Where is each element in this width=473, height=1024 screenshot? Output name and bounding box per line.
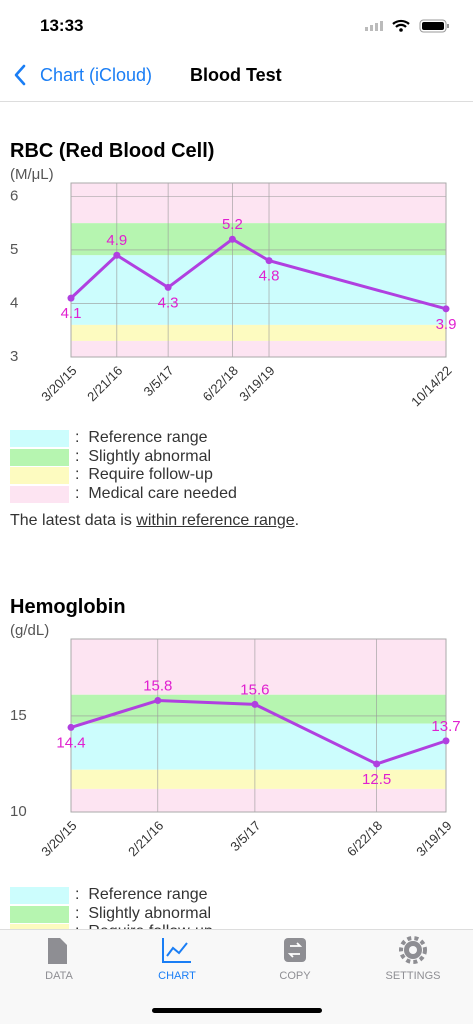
data-point	[228, 235, 236, 243]
legend-label: : Slightly abnormal	[75, 447, 212, 465]
legend-label: : Reference range	[75, 886, 208, 903]
data-point	[442, 737, 450, 745]
legend-swatch	[10, 905, 69, 923]
tab-label[interactable]: SETTINGS	[385, 970, 441, 982]
data-label: 12.5	[362, 771, 391, 788]
data-point	[373, 760, 381, 768]
legend-label: : Reference range	[75, 429, 208, 446]
data-line	[69, 237, 447, 311]
nav-divider	[0, 101, 473, 102]
status-icons	[365, 19, 449, 33]
x-tick-label: 6/22/18	[344, 818, 385, 859]
y-tick-label: 4	[10, 294, 18, 311]
y-tick-label: 6	[10, 187, 18, 204]
unit-label: (M/μL)	[10, 166, 54, 183]
data-point	[164, 283, 172, 291]
data-point	[154, 697, 162, 705]
y-tick-label: 5	[10, 241, 18, 258]
x-tick-label: 3/20/15	[38, 818, 79, 859]
data-point	[251, 700, 259, 708]
legend-swatch	[10, 430, 69, 447]
tab-label[interactable]: DATA	[45, 970, 73, 982]
range-band	[71, 255, 446, 325]
plot-border	[70, 182, 447, 358]
back-chevron[interactable]	[12, 63, 28, 87]
data-point	[67, 723, 75, 731]
range-band	[71, 769, 446, 789]
data-point	[442, 305, 450, 313]
data-label: 3.9	[436, 316, 457, 333]
note-text: The latest data is	[10, 512, 137, 529]
data-label: 5.2	[222, 216, 243, 233]
legend-swatch	[10, 887, 69, 904]
range-band	[71, 723, 446, 770]
y-tick-label: 3	[10, 348, 18, 365]
x-tick-label: 3/20/15	[38, 363, 79, 404]
range-band	[71, 324, 446, 341]
range-band	[71, 788, 446, 812]
tab-icons	[48, 936, 427, 964]
data-label: 4.9	[106, 232, 127, 249]
data-label: 15.6	[240, 681, 269, 698]
data-point	[265, 257, 273, 265]
status-note: The latest data is within reference rang…	[10, 512, 299, 530]
data-point	[113, 251, 121, 259]
y-tick-label: 10	[10, 803, 27, 820]
x-tick-label: 2/21/16	[84, 363, 125, 404]
note-link[interactable]: within reference range	[136, 512, 295, 529]
x-tick-label: 10/14/22	[408, 363, 454, 409]
legend-label: : Require follow-up	[75, 466, 213, 483]
data-label: 14.4	[56, 734, 85, 751]
tab-label[interactable]: COPY	[279, 970, 311, 982]
unit-label: (g/dL)	[10, 622, 50, 639]
legend-label: : Slightly abnormal	[75, 904, 212, 922]
x-tick-label: 2/21/16	[125, 818, 166, 859]
x-tick-label: 6/22/18	[200, 363, 241, 404]
range-band	[71, 639, 446, 695]
data-point	[67, 294, 75, 302]
data-label: 4.8	[259, 268, 280, 285]
x-tick-label: 3/19/19	[236, 363, 277, 404]
x-tick-label: 3/5/17	[140, 363, 176, 399]
section-title: RBC (Red Blood Cell)	[10, 140, 215, 162]
range-band	[71, 340, 446, 357]
home-indicator	[152, 1008, 322, 1013]
back-button[interactable]: Chart (iCloud)	[40, 65, 153, 85]
legend-swatch	[10, 467, 69, 484]
nav-title: Blood Test	[190, 65, 282, 85]
x-tick-label: 3/5/17	[227, 818, 263, 854]
section-title: Hemoglobin	[10, 596, 126, 618]
data-label: 15.8	[143, 677, 172, 694]
x-tick-label: 3/19/19	[413, 818, 454, 859]
data-label: 13.7	[431, 718, 460, 735]
note-end: .	[294, 512, 300, 529]
legend-swatch	[10, 448, 69, 466]
tab-label[interactable]: CHART	[158, 970, 196, 982]
legend-label: : Medical care needed	[75, 484, 237, 502]
range-band	[71, 183, 446, 224]
legend-swatch	[10, 485, 69, 503]
y-tick-label: 15	[10, 707, 27, 724]
data-label: 4.3	[158, 294, 179, 311]
status-time: 13:33	[40, 16, 84, 35]
data-label: 4.1	[61, 305, 82, 322]
